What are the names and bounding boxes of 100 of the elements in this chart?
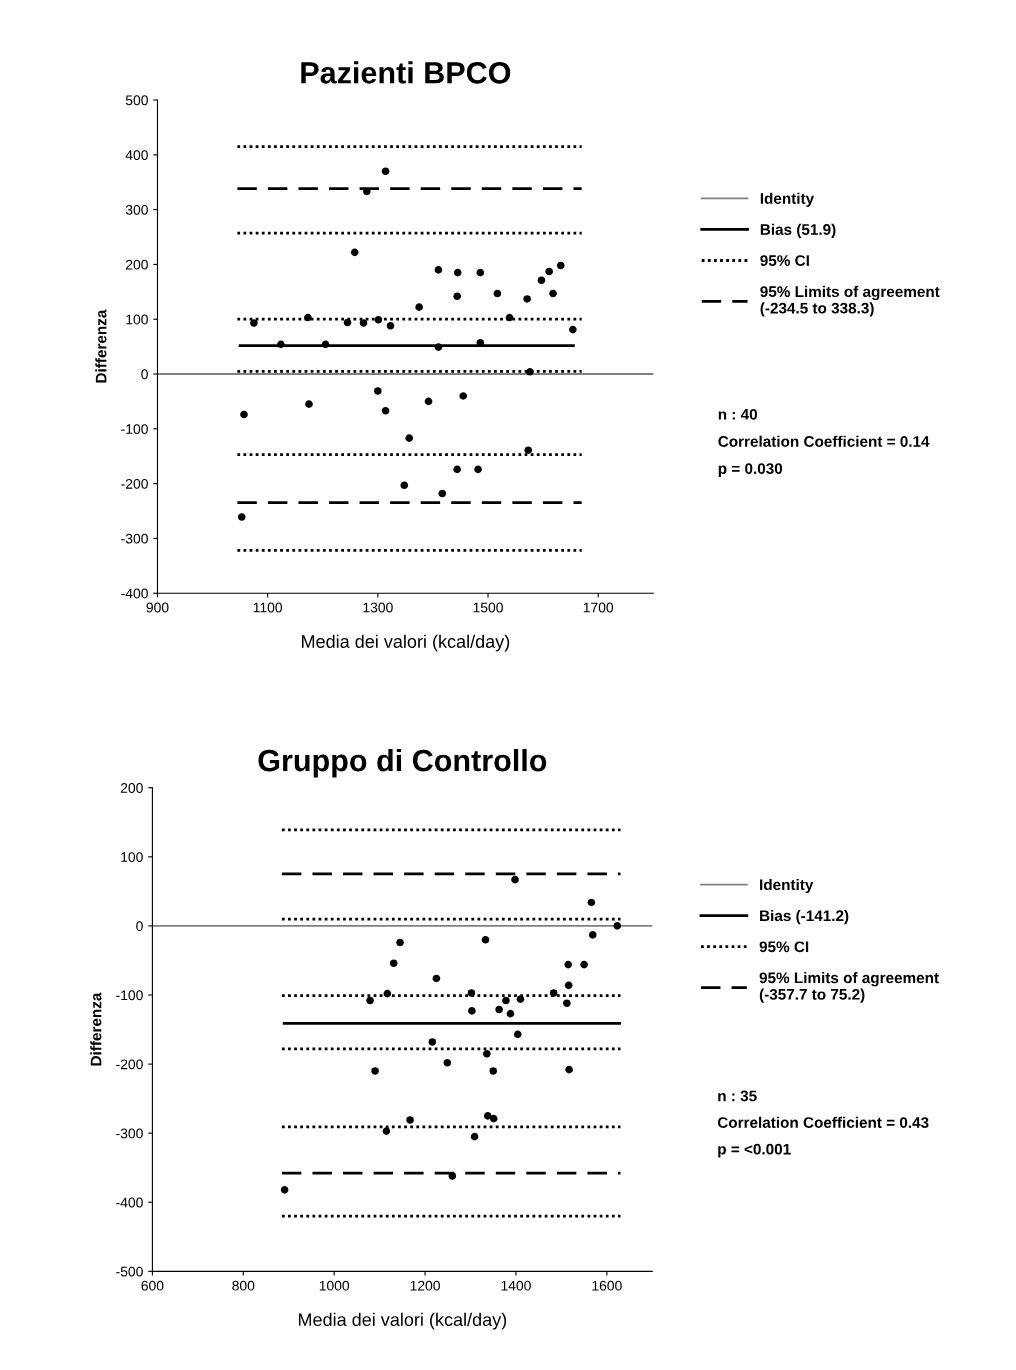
text: n : 35 [718,1090,757,1102]
point [359,319,368,327]
x-tick-label: 800 [232,1280,255,1291]
point [240,410,248,419]
point [453,292,461,300]
point [363,187,371,196]
text: Correlation Coefficient = 0.14 [718,435,930,447]
point [405,434,414,442]
point [459,392,468,400]
point [415,303,423,311]
point [396,938,404,947]
point [489,1067,498,1075]
y-tick-label: 0 [136,921,143,932]
point [523,295,531,303]
point [350,248,359,257]
point [524,446,533,454]
y-axis-title: Differenza [90,992,102,1066]
y-tick-label: -100 [121,424,148,434]
point [545,267,553,276]
point [432,974,441,983]
y-tick-label: -500 [116,1266,143,1277]
point [563,999,571,1008]
point [526,368,534,376]
point [448,1172,457,1180]
x-tick-label: 900 [146,602,169,613]
point [343,318,352,327]
point [382,1127,391,1135]
point [549,989,558,997]
point [304,313,312,322]
point [250,319,258,327]
x-tick-label: 1600 [592,1280,622,1291]
point [489,1114,498,1123]
y-tick-label: 300 [125,204,148,215]
legend-label: 95% Limits of agreement (-357.7 to 75.2) [759,972,939,1003]
point [374,315,383,324]
point [511,875,519,884]
point [424,397,433,406]
x-tick-label: 1400 [501,1280,531,1291]
point [443,1058,452,1067]
y-tick-label: -300 [116,1128,143,1139]
y-tick-label: -100 [116,990,143,1001]
text: Correlation Coefficient = 0.43 [717,1116,929,1128]
y-tick-label: -300 [121,533,148,544]
point [383,989,392,998]
point [366,996,374,1005]
x-tick-label: 1000 [319,1280,350,1291]
point [453,268,462,277]
point [493,289,502,298]
point [481,935,490,944]
point [434,343,443,351]
point [513,1030,522,1039]
point [580,960,588,969]
y-tick-label: 0 [141,369,148,380]
point [438,489,447,498]
y-tick-label: -400 [121,588,148,599]
y-tick-label: -400 [116,1197,143,1208]
point [468,1007,476,1015]
y-axis-title: Differenza [95,309,107,383]
y-tick-label: 500 [125,95,148,106]
text: p = 0.030 [718,463,783,478]
legend-label: 95% CI [760,255,809,266]
point [495,1005,503,1014]
legend-label: Bias (-141.2) [760,909,849,925]
legend-label: Identity [760,192,815,207]
point [386,321,395,330]
y-tick-label: 200 [125,259,148,270]
x-tick-label: 1200 [410,1280,440,1291]
point [321,340,330,349]
x-tick-label: 1700 [583,602,614,613]
point [476,268,485,277]
x-axis-title: Media dei valori (kcal/day) [298,1312,507,1330]
point [305,400,313,408]
y-tick-label: 100 [121,852,143,863]
y-tick-label: 100 [126,314,148,325]
chart-title: Pazienti BPCO [301,61,511,84]
point [434,266,443,274]
point [237,513,246,521]
point [374,387,382,395]
point [587,898,596,907]
point [470,1132,479,1141]
point [505,313,514,322]
point [389,959,398,968]
point [564,960,573,969]
x-tick-label: 600 [141,1280,164,1291]
point [483,1112,492,1120]
point [280,1186,289,1194]
point [506,1009,515,1018]
point [613,922,622,930]
point [502,996,510,1005]
point [453,465,461,474]
chart-title: Gruppo di Controllo [258,748,547,778]
legend-label: 95% CI [759,941,809,953]
point [474,465,482,474]
x-tick-label: 1500 [473,602,503,613]
y-tick-label: -200 [121,478,148,489]
y-tick-label: -200 [116,1059,143,1070]
point [406,1116,414,1124]
point [564,981,573,990]
x-axis-title: Media dei valori (kcal/day) [302,634,510,652]
point [467,989,476,997]
